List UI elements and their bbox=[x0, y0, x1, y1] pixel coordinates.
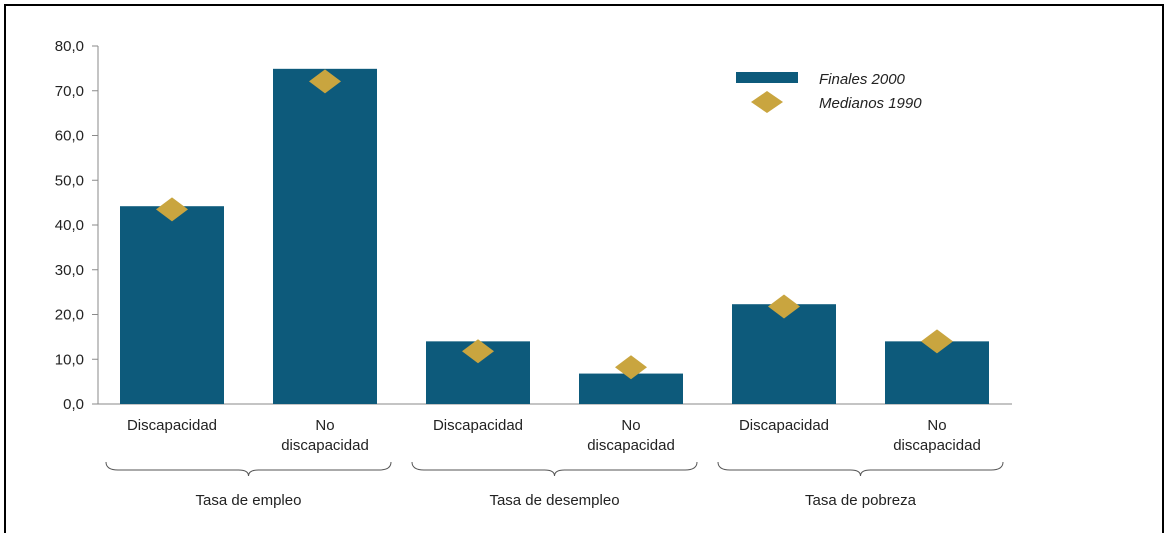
group-label: Tasa de desempleo bbox=[489, 492, 619, 509]
bar bbox=[732, 304, 836, 404]
category-label: discapacidad bbox=[587, 437, 675, 454]
legend-label: Medianos 1990 bbox=[819, 95, 922, 112]
legend-label: Finales 2000 bbox=[819, 71, 906, 88]
bar bbox=[120, 206, 224, 404]
group-brace bbox=[717, 461, 1004, 477]
group-label: Tasa de pobreza bbox=[805, 492, 917, 509]
legend: Finales 2000 Medianos 1990 bbox=[736, 71, 922, 113]
diamond-marker bbox=[462, 339, 494, 364]
diamond-marker bbox=[921, 329, 953, 354]
category-label: Discapacidad bbox=[433, 417, 523, 434]
bar bbox=[273, 68, 377, 404]
y-tick-label: 10,0 bbox=[55, 351, 84, 368]
y-tick-label: 0,0 bbox=[63, 396, 84, 413]
y-tick-label: 60,0 bbox=[55, 128, 84, 145]
bar-series-finales-2000 bbox=[120, 68, 989, 404]
group-brace bbox=[105, 461, 392, 477]
category-label: discapacidad bbox=[893, 437, 981, 454]
category-label: discapacidad bbox=[281, 437, 369, 454]
diamond-marker bbox=[768, 294, 800, 319]
bar-chart: 0,0 10,0 20,0 30,0 40,0 50,0 60,0 70,0 80,0 Disc… bbox=[55, 38, 1012, 509]
y-tick-label: 70,0 bbox=[55, 83, 84, 100]
y-tick-label: 40,0 bbox=[55, 217, 84, 234]
category-label: No bbox=[927, 417, 946, 434]
y-tick-label: 20,0 bbox=[55, 307, 84, 324]
marker-series-medianos-1990 bbox=[156, 69, 953, 380]
chart-frame: 0,0 10,0 20,0 30,0 40,0 50,0 60,0 70,0 80,0 Disc… bbox=[4, 4, 1164, 533]
diamond-marker bbox=[156, 197, 188, 222]
category-label: Discapacidad bbox=[127, 417, 217, 434]
x-axis-labels: Discapacidad No discapacidad Discapacidad No… bbox=[127, 417, 981, 454]
y-tick-label: 30,0 bbox=[55, 262, 84, 279]
y-tick-label: 50,0 bbox=[55, 172, 84, 189]
group-label: Tasa de empleo bbox=[196, 492, 302, 509]
diamond-marker bbox=[615, 355, 647, 380]
category-label: No bbox=[621, 417, 640, 434]
category-label: Discapacidad bbox=[739, 417, 829, 434]
category-label: No bbox=[315, 417, 334, 434]
group-braces: Tasa de empleo Tasa de desempleo Tasa de p… bbox=[105, 461, 1004, 509]
legend-swatch-diamond bbox=[751, 91, 783, 113]
legend-swatch-bar bbox=[736, 72, 798, 83]
diamond-marker bbox=[309, 69, 341, 94]
group-brace bbox=[411, 461, 698, 477]
y-tick-label: 80,0 bbox=[55, 38, 84, 55]
y-axis: 0,0 10,0 20,0 30,0 40,0 50,0 60,0 70,0 80,0 bbox=[55, 38, 1012, 413]
